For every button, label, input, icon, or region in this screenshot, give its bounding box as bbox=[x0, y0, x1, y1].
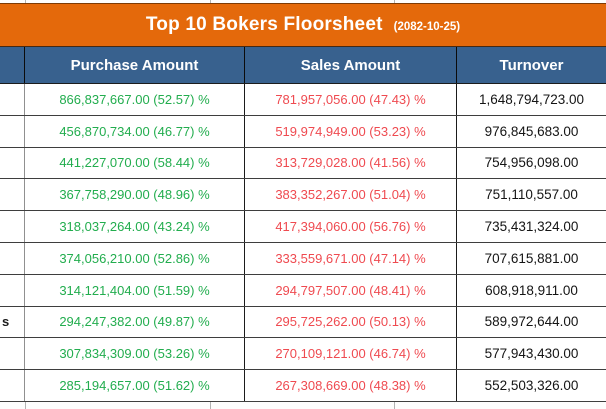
purchase-amount-cell: 307,834,309.00 (53.26) % bbox=[25, 338, 245, 370]
broker-name-cell: s bbox=[0, 306, 25, 338]
table-row: 441,227,070.00 (58.44) % 313,729,028.00 … bbox=[0, 147, 606, 180]
turnover-cell: 735,431,324.00 bbox=[484, 219, 579, 235]
table-body: 866,837,667.00 (52.57) % 781,957,056.00 … bbox=[0, 84, 606, 402]
table-row: 314,121,404.00 (51.59) % 294,797,507.00 … bbox=[0, 274, 606, 307]
broker-name-cell bbox=[0, 242, 25, 274]
table-row: 318,037,264.00 (43.24) % 417,394,060.00 … bbox=[0, 211, 606, 243]
table-header-row: Purchase Amount Sales Amount Turnover bbox=[0, 47, 606, 84]
sales-amount-cell: 295,725,262.00 (50.13) % bbox=[245, 306, 457, 338]
purchase-amount-cell: 285,194,657.00 (51.62) % bbox=[25, 370, 245, 401]
broker-name-cell bbox=[0, 147, 25, 179]
turnover-cell: 608,918,911.00 bbox=[485, 282, 578, 298]
turnover-cell: 552,503,326.00 bbox=[484, 378, 579, 394]
broker-name-cell bbox=[0, 338, 25, 370]
sales-amount-cell: 270,109,121.00 (46.74) % bbox=[245, 338, 457, 370]
purchase-amount-cell: 866,837,667.00 (52.57) % bbox=[25, 84, 245, 115]
table-row: 367,758,290.00 (48.96) % 383,352,267.00 … bbox=[0, 179, 606, 212]
table-row: 456,870,734.00 (46.77) % 519,974,949.00 … bbox=[0, 115, 606, 148]
purchase-amount-cell: 314,121,404.00 (51.59) % bbox=[25, 274, 245, 306]
table-row: 374,056,210.00 (52.86) % 333,559,671.00 … bbox=[0, 242, 606, 275]
turnover-cell: 589,972,644.00 bbox=[484, 314, 579, 330]
grid-tick bbox=[210, 401, 211, 409]
sales-amount-cell: 313,729,028.00 (41.56) % bbox=[245, 147, 457, 179]
table-row: 866,837,667.00 (52.57) % 781,957,056.00 … bbox=[0, 84, 606, 116]
purchase-amount-cell: 294,247,382.00 (49.87) % bbox=[25, 306, 245, 338]
grid-tick bbox=[394, 0, 395, 3]
sales-amount-cell: 294,797,507.00 (48.41) % bbox=[245, 274, 457, 306]
turnover-cell: 577,943,430.00 bbox=[484, 346, 579, 362]
turnover-cell: 976,845,683.00 bbox=[484, 123, 579, 139]
table-row: s 294,247,382.00 (49.87) % 295,725,262.0… bbox=[0, 306, 606, 339]
turnover-cell: 751,110,557.00 bbox=[485, 187, 578, 203]
table-row: 285,194,657.00 (51.62) % 267,308,669.00 … bbox=[0, 370, 606, 402]
grid-tick bbox=[25, 0, 26, 3]
header-cell-broker bbox=[0, 47, 25, 83]
broker-name-cell bbox=[0, 179, 25, 211]
purchase-amount-cell: 367,758,290.00 (48.96) % bbox=[25, 179, 245, 211]
sales-amount-cell: 333,559,671.00 (47.14) % bbox=[245, 242, 457, 274]
bottom-edge-strip bbox=[0, 401, 606, 409]
sales-amount-cell: 267,308,669.00 (48.38) % bbox=[245, 370, 457, 401]
title-date: (2082-10-25) bbox=[393, 21, 461, 33]
broker-name-cell bbox=[0, 274, 25, 306]
page-title: Top 10 Bokers Floorsheet bbox=[145, 14, 383, 35]
top-edge-strip bbox=[0, 0, 606, 3]
header-cell-sales-amount: Sales Amount bbox=[245, 47, 457, 83]
header-cell-turnover: Turnover bbox=[499, 56, 564, 74]
grid-tick bbox=[210, 0, 211, 3]
title-bar: Top 10 Bokers Floorsheet (2082-10-25) bbox=[0, 3, 606, 47]
sales-amount-cell: 519,974,949.00 (53.23) % bbox=[245, 115, 457, 147]
turnover-cell: 754,956,098.00 bbox=[484, 155, 579, 171]
turnover-cell: 707,615,881.00 bbox=[484, 250, 579, 266]
sales-amount-cell: 383,352,267.00 (51.04) % bbox=[245, 179, 457, 211]
broker-name-cell bbox=[0, 211, 25, 242]
table-row: 307,834,309.00 (53.26) % 270,109,121.00 … bbox=[0, 338, 606, 371]
broker-name-cell bbox=[0, 84, 25, 115]
broker-name-cell bbox=[0, 115, 25, 147]
sales-amount-cell: 781,957,056.00 (47.43) % bbox=[245, 84, 457, 115]
sales-amount-cell: 417,394,060.00 (56.76) % bbox=[245, 211, 457, 242]
purchase-amount-cell: 374,056,210.00 (52.86) % bbox=[25, 242, 245, 274]
purchase-amount-cell: 441,227,070.00 (58.44) % bbox=[25, 147, 245, 179]
purchase-amount-cell: 456,870,734.00 (46.77) % bbox=[25, 115, 245, 147]
broker-name-cell bbox=[0, 370, 25, 401]
turnover-cell: 1,648,794,723.00 bbox=[478, 91, 585, 107]
header-cell-purchase-amount: Purchase Amount bbox=[25, 47, 245, 83]
grid-tick bbox=[25, 401, 26, 409]
grid-tick bbox=[394, 401, 395, 409]
purchase-amount-cell: 318,037,264.00 (43.24) % bbox=[25, 211, 245, 242]
